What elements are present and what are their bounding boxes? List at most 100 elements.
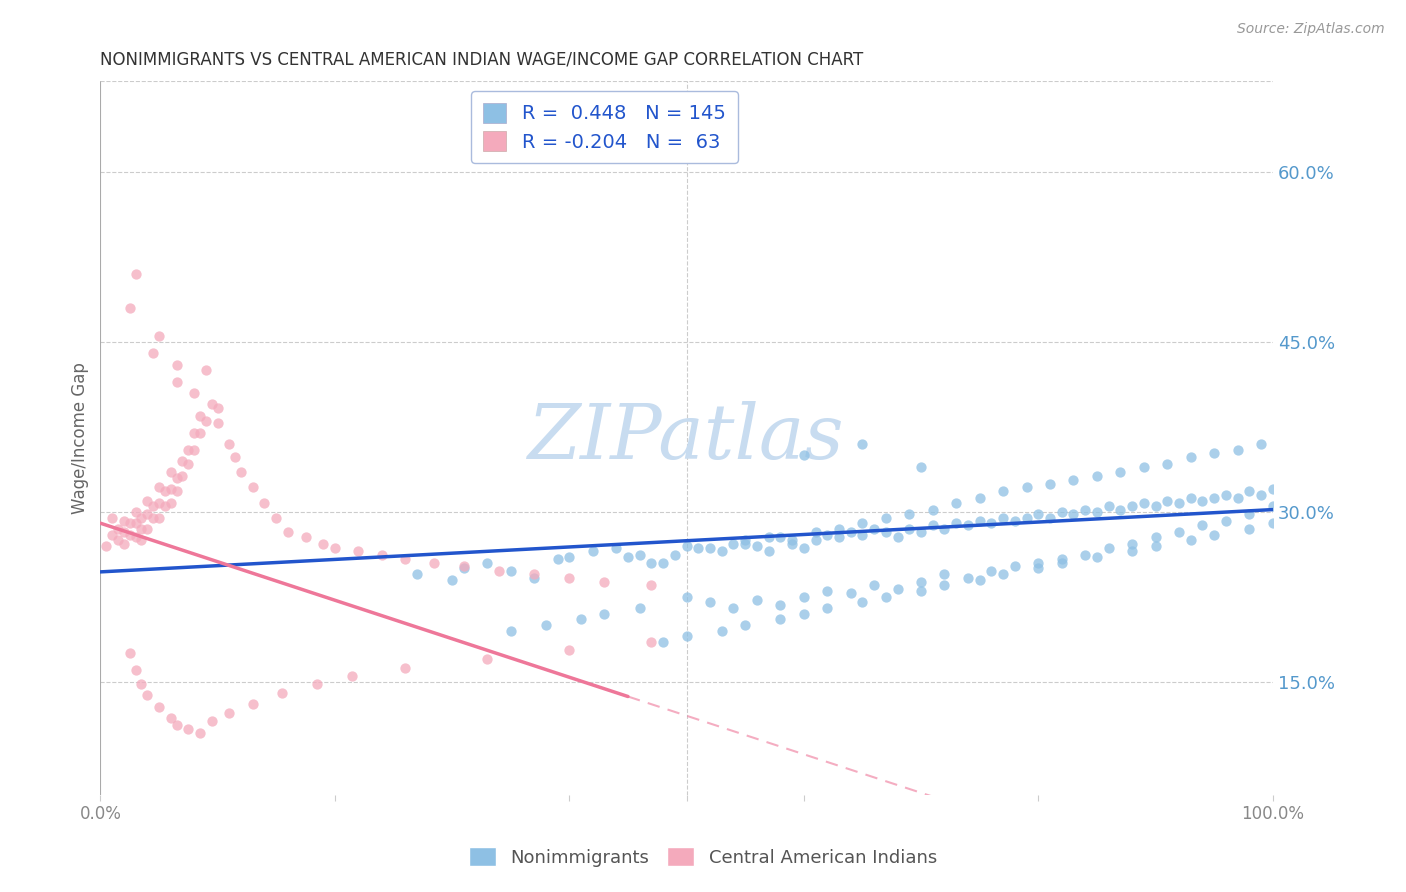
Point (112, 536, 135, 550)
Point (851, 516, 873, 531)
Text: Source: ZipAtlas.com: Source: ZipAtlas.com (1237, 22, 1385, 37)
Point (780, 536, 803, 550)
Point (124, 664, 146, 678)
Text: ZIPatlas: ZIPatlas (529, 401, 845, 475)
Point (131, 522, 153, 536)
Point (617, 550, 640, 565)
Point (1133, 459, 1156, 474)
Point (1026, 556, 1049, 570)
Point (172, 454, 194, 468)
Point (558, 550, 581, 565)
Point (242, 480, 264, 494)
Point (159, 496, 181, 510)
Point (1250, 488, 1272, 502)
Point (394, 661, 416, 675)
Point (969, 573, 991, 587)
Point (118, 301, 141, 315)
Point (652, 556, 675, 570)
Point (1144, 539, 1167, 553)
Point (745, 539, 768, 553)
Point (886, 582, 908, 596)
Point (136, 493, 159, 508)
Point (1226, 491, 1249, 506)
Point (172, 468, 194, 483)
Point (863, 578, 886, 592)
Point (1180, 450, 1202, 465)
Point (183, 425, 205, 440)
Point (921, 518, 943, 533)
Point (640, 635, 662, 649)
Point (934, 522, 956, 536)
Point (453, 561, 475, 575)
Point (699, 541, 721, 555)
Point (153, 484, 176, 499)
Point (1121, 544, 1143, 558)
Point (991, 484, 1014, 499)
Point (1121, 536, 1143, 550)
Point (1239, 522, 1261, 536)
Point (1109, 502, 1132, 516)
Point (828, 530, 851, 544)
Point (323, 541, 346, 555)
Point (112, 525, 135, 540)
Point (1050, 505, 1073, 519)
Point (815, 584, 838, 599)
Point (1261, 482, 1284, 496)
Point (956, 518, 979, 533)
Point (956, 570, 979, 584)
Point (118, 527, 141, 541)
Point (224, 450, 246, 465)
Point (177, 723, 200, 737)
Point (166, 471, 188, 485)
Point (991, 510, 1014, 524)
Point (142, 499, 165, 513)
Point (1085, 505, 1108, 519)
Point (1239, 507, 1261, 521)
Point (1109, 465, 1132, 479)
Point (1062, 473, 1084, 487)
Point (201, 397, 224, 411)
Point (734, 618, 756, 632)
Point (1050, 556, 1073, 570)
Point (124, 530, 146, 544)
Point (628, 601, 651, 615)
Point (136, 689, 159, 703)
Point (758, 544, 780, 558)
Point (1050, 552, 1073, 566)
Point (207, 417, 229, 431)
Point (1180, 491, 1202, 506)
Point (148, 699, 170, 714)
Point (1191, 493, 1213, 508)
Point (804, 525, 827, 540)
Point (875, 510, 897, 524)
Point (769, 598, 792, 612)
Point (124, 516, 146, 531)
Point (793, 448, 815, 462)
Point (723, 536, 745, 550)
Point (910, 575, 932, 590)
Point (804, 533, 827, 548)
Point (477, 556, 499, 570)
Point (1039, 510, 1062, 524)
Point (229, 465, 252, 479)
Point (499, 624, 522, 638)
Point (107, 533, 129, 548)
Point (945, 516, 967, 531)
Point (734, 533, 756, 548)
Point (839, 525, 862, 540)
Point (131, 533, 153, 548)
Point (1026, 507, 1049, 521)
Point (582, 544, 605, 558)
Point (640, 556, 662, 570)
Point (312, 536, 335, 550)
Point (1026, 561, 1049, 575)
Legend: Nonimmigrants, Central American Indians: Nonimmigrants, Central American Indians (461, 840, 945, 874)
Point (828, 522, 851, 536)
Point (406, 567, 429, 582)
Point (1062, 507, 1084, 521)
Point (207, 401, 229, 415)
Point (851, 437, 873, 451)
Point (124, 505, 146, 519)
Point (734, 536, 756, 550)
Point (166, 484, 188, 499)
